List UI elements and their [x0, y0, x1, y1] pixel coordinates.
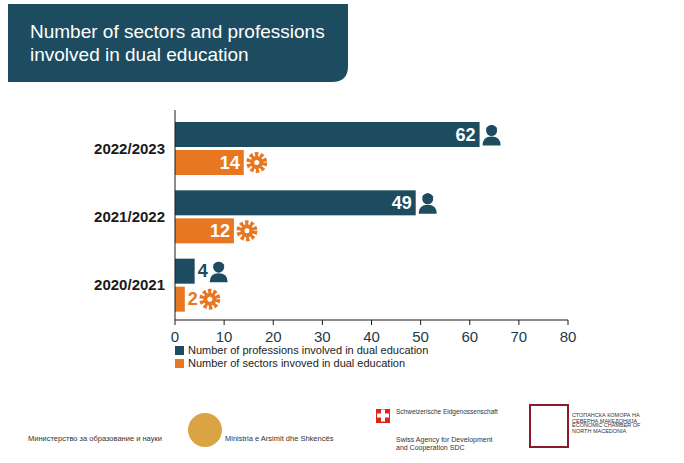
gear-icon: [202, 291, 218, 307]
x-tick: [371, 320, 372, 325]
data-label: 49: [392, 193, 412, 213]
y-axis-line: [175, 110, 176, 320]
logo-text: Министерство за образование и науки: [28, 434, 162, 443]
x-tick: [469, 320, 470, 325]
icon-hole: [207, 297, 212, 302]
title-box: [8, 4, 348, 82]
x-tick-label: 20: [265, 328, 282, 345]
chart: Number of sectors and professionsinvolve…: [0, 0, 684, 463]
logo-text: Schweizerische Eidgenossenschaft: [396, 408, 498, 416]
x-tick: [518, 320, 519, 325]
data-label: 62: [456, 125, 476, 145]
icon-hole: [244, 228, 249, 233]
icon-teeth: [239, 223, 255, 239]
bar: [175, 259, 195, 284]
logo-text-line: СТОПАНСКА КОМОРА НА: [572, 412, 640, 418]
icon-head: [213, 262, 224, 273]
x-tick: [273, 320, 274, 325]
icon-teeth: [249, 155, 265, 171]
data-label: 2: [188, 289, 198, 309]
person-icon: [419, 193, 437, 214]
icon-ring: [203, 293, 216, 306]
swiss-cross: [377, 410, 389, 422]
x-tick-label: 70: [511, 328, 528, 345]
x-tick: [224, 320, 225, 325]
icon-helmet: [422, 193, 434, 197]
icon-hole: [254, 160, 259, 165]
bars: [175, 122, 480, 312]
x-tick-label: 50: [412, 328, 429, 345]
icon-body: [483, 137, 501, 146]
swiss-flag: [376, 409, 390, 423]
legend-swatch: [175, 346, 184, 355]
icon-ring: [250, 156, 263, 169]
logo-text: ECONOMIC CHAMBER OFNORTH MACEDONIA: [572, 422, 641, 434]
logo-text-line: NORTH MACEDONIA: [572, 428, 627, 434]
x-tick: [175, 320, 176, 325]
x-tick: [322, 320, 323, 325]
category-label: 2021/2022: [94, 208, 165, 225]
x-tick-label: 30: [314, 328, 331, 345]
bar: [175, 287, 185, 312]
person-icon: [210, 262, 228, 283]
footer-logos: Министерство за образование и науки Minis…: [28, 405, 641, 452]
icon-body: [419, 205, 437, 214]
icon-head: [422, 193, 433, 204]
gear-icon: [239, 223, 255, 239]
logo-text-line: and Cooperation SDC: [396, 444, 465, 452]
x-tick-label: 60: [461, 328, 478, 345]
icon-helmet: [486, 125, 498, 129]
logo-text: Swiss Agency for Developmentand Cooperat…: [396, 436, 493, 452]
legend-swatch: [175, 359, 184, 368]
logo-text: Ministria e Arsimit dhe Shkencës: [225, 434, 334, 443]
emblem: [188, 413, 222, 447]
x-tick-label: 80: [560, 328, 577, 345]
bar: [175, 150, 244, 175]
icon-helmet: [213, 262, 225, 266]
data-label: 12: [210, 221, 230, 241]
data-label: 14: [220, 153, 240, 173]
title-line: involved in dual education: [30, 44, 249, 65]
bar: [175, 190, 416, 215]
labels: 62 14 49 1242: [188, 125, 476, 310]
bar: [175, 122, 480, 147]
logo-text-line: ECONOMIC CHAMBER OF: [572, 422, 641, 428]
legend-label: Number of professions involved in dual e…: [188, 344, 428, 356]
x-tick: [568, 320, 569, 325]
title: Number of sectors and professionsinvolve…: [30, 21, 325, 65]
gear-icon: [249, 155, 265, 171]
x-tick-label: 40: [363, 328, 380, 345]
icon-head: [486, 125, 497, 136]
chamber-logo: [530, 405, 568, 447]
data-label: 4: [198, 261, 208, 281]
x-tick: [420, 320, 421, 325]
x-tick-label: 0: [171, 328, 179, 345]
bar: [175, 218, 234, 243]
icon-teeth: [202, 291, 218, 307]
logo-text-line: Swiss Agency for Development: [396, 436, 493, 444]
icon-body: [210, 273, 228, 282]
x-tick-label: 10: [216, 328, 233, 345]
icon-ring: [240, 224, 253, 237]
legend-label: Number of sectors invoved in dual educat…: [188, 357, 405, 369]
category-label: 2020/2021: [94, 276, 165, 293]
category-label: 2022/2023: [94, 140, 165, 157]
title-line: Number of sectors and professions: [30, 21, 325, 42]
person-icon: [483, 125, 501, 146]
